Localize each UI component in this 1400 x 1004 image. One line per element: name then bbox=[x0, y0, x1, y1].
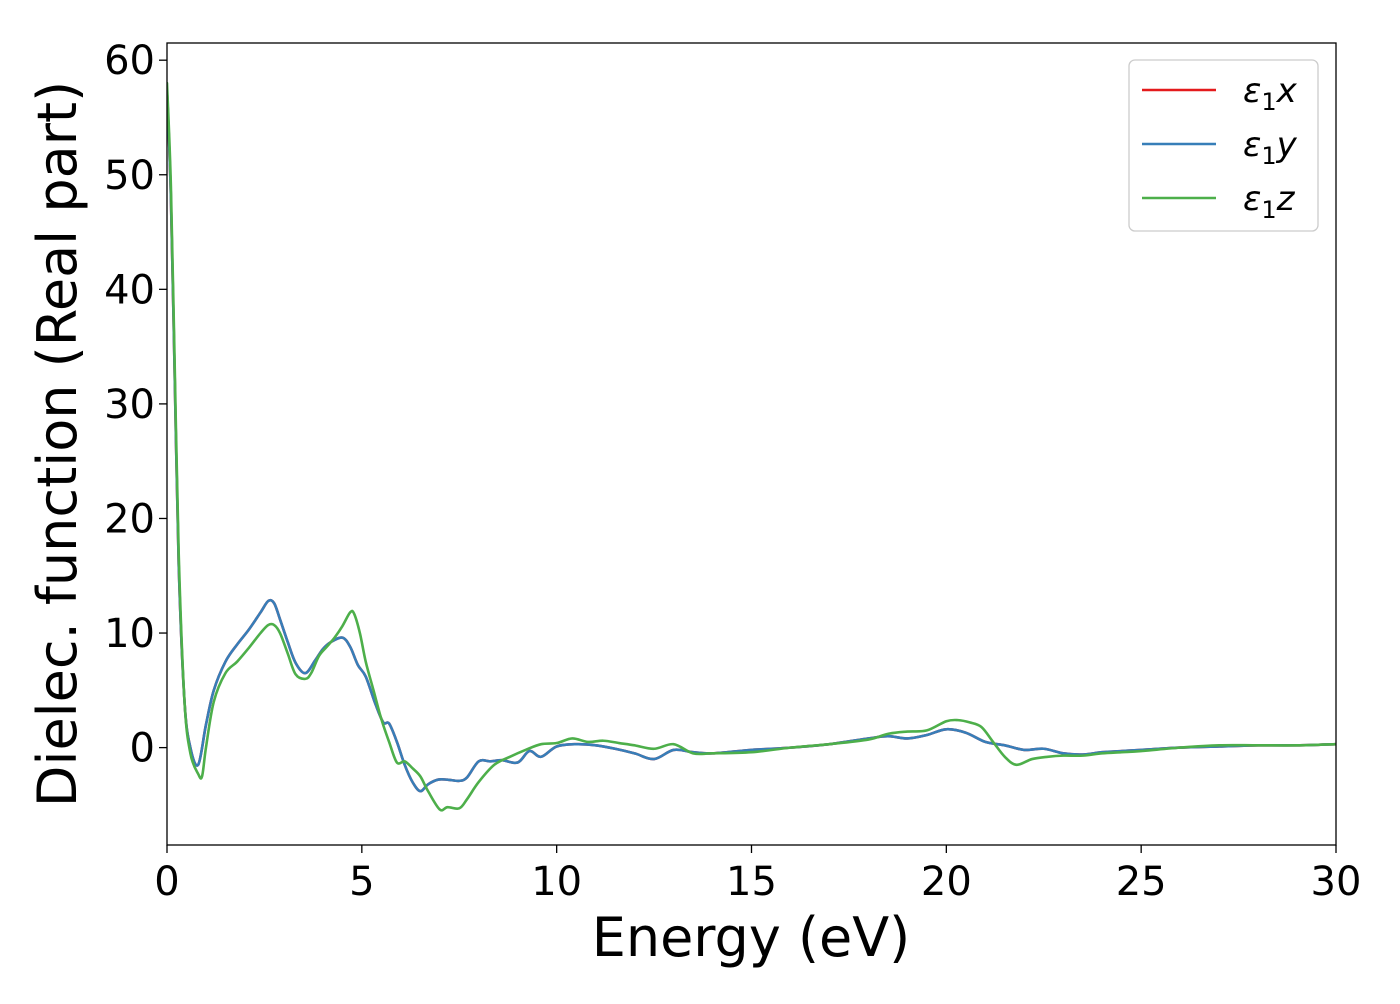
ticks-layer: 0 5 10 15 20 25 30 0 10 20 30 40 50 60 bbox=[104, 38, 1361, 905]
series-line-y bbox=[167, 87, 1336, 793]
y-tick-label: 10 bbox=[104, 611, 155, 657]
y-tick-label: 0 bbox=[130, 726, 155, 772]
legend-label-z: ε1z bbox=[1243, 179, 1296, 224]
legend-label-y: ε1y bbox=[1243, 125, 1298, 170]
x-tick-label: 5 bbox=[349, 859, 374, 905]
x-tick-label: 30 bbox=[1311, 859, 1362, 905]
y-axis-title: Dielec. function (Real part) bbox=[26, 81, 89, 807]
y-tick-label: 20 bbox=[104, 496, 155, 542]
y-tick-label: 60 bbox=[104, 38, 155, 84]
x-tick-label: 10 bbox=[531, 859, 582, 905]
legend: ε1x ε1y ε1z bbox=[1128, 59, 1319, 232]
x-tick-label: 0 bbox=[154, 859, 179, 905]
legend-box bbox=[1128, 59, 1319, 232]
x-tick-label: 25 bbox=[1116, 859, 1167, 905]
series-layer bbox=[167, 81, 1336, 812]
x-axis-title: Energy (eV) bbox=[592, 906, 911, 969]
x-tick-label: 20 bbox=[921, 859, 972, 905]
legend-label-x: ε1x bbox=[1243, 71, 1298, 116]
series-line-z bbox=[167, 81, 1336, 812]
y-tick-label: 50 bbox=[104, 153, 155, 199]
y-tick-label: 40 bbox=[104, 267, 155, 313]
x-tick-label: 15 bbox=[726, 859, 777, 905]
y-tick-label: 30 bbox=[104, 382, 155, 428]
